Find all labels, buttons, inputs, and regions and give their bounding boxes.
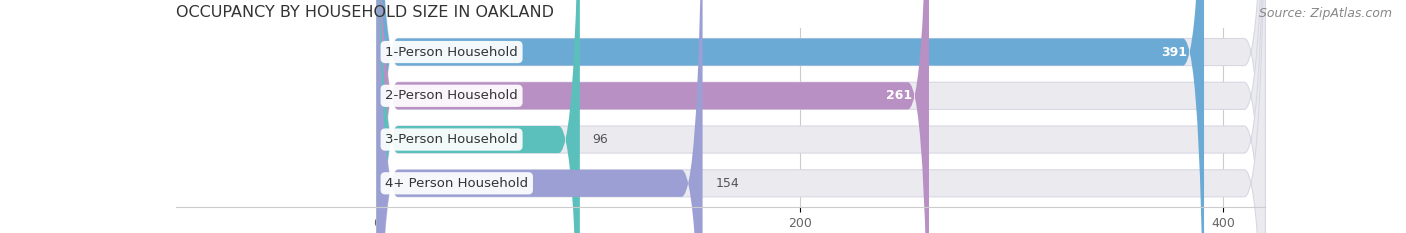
FancyBboxPatch shape	[377, 0, 579, 233]
Text: 96: 96	[592, 133, 609, 146]
Text: 4+ Person Household: 4+ Person Household	[385, 177, 529, 190]
Text: 154: 154	[716, 177, 740, 190]
FancyBboxPatch shape	[377, 0, 1204, 233]
Text: 3-Person Household: 3-Person Household	[385, 133, 517, 146]
FancyBboxPatch shape	[377, 0, 703, 233]
Text: Source: ZipAtlas.com: Source: ZipAtlas.com	[1258, 7, 1392, 20]
Text: 1-Person Household: 1-Person Household	[385, 45, 517, 58]
Text: 391: 391	[1161, 45, 1187, 58]
FancyBboxPatch shape	[377, 0, 1265, 233]
FancyBboxPatch shape	[377, 0, 929, 233]
FancyBboxPatch shape	[377, 0, 1265, 233]
FancyBboxPatch shape	[377, 0, 1265, 233]
Text: OCCUPANCY BY HOUSEHOLD SIZE IN OAKLAND: OCCUPANCY BY HOUSEHOLD SIZE IN OAKLAND	[176, 5, 554, 20]
Text: 261: 261	[886, 89, 912, 102]
Text: 2-Person Household: 2-Person Household	[385, 89, 517, 102]
FancyBboxPatch shape	[377, 0, 1265, 233]
